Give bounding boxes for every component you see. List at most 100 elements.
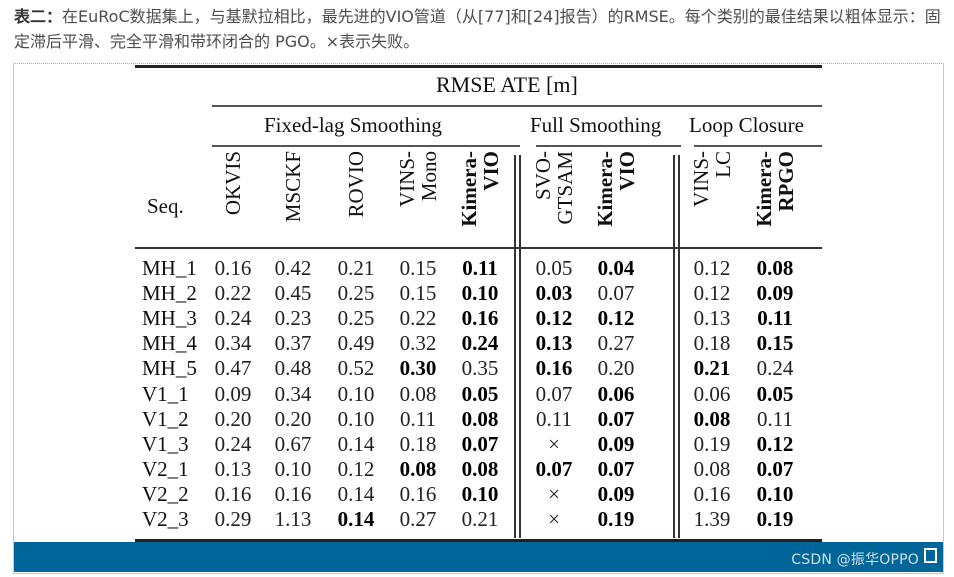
- mid-rule: [135, 247, 822, 249]
- table-cell: 0.19: [597, 507, 635, 531]
- table-caption: 表二：在EuRoC数据集上，与基默拉相比，最先进的VIO管道（从[77]和[24…: [14, 4, 944, 54]
- table-cell: 0.21: [461, 507, 499, 531]
- table-cell: 0.10: [274, 456, 312, 481]
- table-cell: 0.23: [274, 306, 312, 331]
- table-cell: 0.24: [214, 431, 252, 456]
- table-cell: 0.52: [337, 356, 375, 381]
- table-cell: 0.07: [535, 456, 573, 481]
- table-cell: 0.24: [756, 356, 794, 381]
- table-cell: 0.25: [337, 306, 375, 331]
- table-cell: 0.29: [214, 507, 252, 531]
- seq-label: MH_2: [142, 281, 197, 306]
- column-header-line: VINS-: [395, 151, 419, 207]
- table-cell: 0.11: [400, 406, 436, 431]
- table-cell: 0.09: [597, 431, 635, 456]
- table-cell: 0.16: [214, 256, 252, 280]
- table-cell: 0.12: [597, 306, 635, 331]
- separator-2a: [673, 155, 675, 538]
- super-header: RMSE ATE [m]: [436, 72, 578, 97]
- column-header-line: Kimera-: [457, 151, 481, 227]
- column-header: MSCKF: [281, 151, 305, 243]
- table-cell: 0.34: [214, 331, 252, 356]
- table-cell: 0.09: [214, 381, 252, 406]
- table-cell: 0.05: [756, 381, 794, 406]
- table-cell: 0.06: [693, 381, 731, 406]
- table-cell: 0.08: [756, 256, 794, 280]
- table-cell: 0.07: [756, 456, 794, 481]
- table-cell: 0.14: [337, 507, 375, 531]
- table-cell: 0.07: [597, 456, 635, 481]
- column-header-line: Mono: [417, 151, 441, 202]
- table-cell: 0.08: [693, 406, 731, 431]
- table-cell: 0.07: [535, 381, 573, 406]
- column-header: VINS- LC: [689, 151, 735, 243]
- column-header-line: GTSAM: [553, 151, 577, 225]
- table-cell: 0.14: [337, 431, 375, 456]
- table-cell: 0.10: [756, 481, 794, 506]
- table-cell: 0.19: [756, 507, 794, 531]
- table-cell: 0.34: [274, 381, 312, 406]
- seq-label: V2_2: [142, 481, 189, 506]
- table-cell: 1.39: [693, 507, 731, 531]
- column-header: OKVIS: [221, 151, 245, 243]
- column-header: Kimera- VIO: [457, 151, 503, 243]
- table-cell: 0.20: [214, 406, 252, 431]
- table-cell: 0.16: [274, 481, 312, 506]
- table-cell: 0.35: [461, 356, 499, 381]
- table-cell: 0.08: [693, 456, 731, 481]
- table-cell: ×: [548, 431, 560, 456]
- table-cell: 0.07: [461, 431, 499, 456]
- seq-label: V2_3: [142, 507, 189, 531]
- column-header: VINS- Mono: [395, 151, 441, 243]
- table-cell: 0.27: [597, 331, 635, 356]
- table-cell: 0.25: [337, 281, 375, 306]
- table-cell: 0.08: [461, 406, 499, 431]
- column-header-line: Kimera-: [752, 151, 776, 227]
- seq-label: V2_1: [142, 456, 189, 481]
- table-cell: 0.16: [399, 481, 437, 506]
- table-cell: 0.08: [399, 381, 437, 406]
- table-cell: 0.32: [399, 331, 437, 356]
- table-cell: ×: [548, 481, 560, 506]
- separator-1a: [514, 155, 516, 538]
- table-cell: 0.12: [756, 431, 794, 456]
- column-header-line: OKVIS: [221, 151, 245, 216]
- table-cell: 0.47: [214, 356, 252, 381]
- table-cell: 0.07: [597, 406, 635, 431]
- table-cell: 0.07: [597, 281, 635, 306]
- caption-text: 在EuRoC数据集上，与基默拉相比，最先进的VIO管道（从[77]和[24]报告…: [14, 7, 941, 51]
- column-header-line: VIO: [615, 151, 639, 191]
- table-cell: 0.15: [756, 331, 794, 356]
- super-header-rule: [212, 105, 822, 107]
- column-header: Kimera- VIO: [593, 151, 639, 243]
- footer-bar: CSDN @振华OPPO: [14, 542, 943, 572]
- table-cell: 0.16: [461, 306, 499, 331]
- seq-label: MH_5: [142, 356, 197, 381]
- table-cell: 0.11: [757, 306, 793, 331]
- group-loop-closure: Loop Closure: [689, 113, 804, 137]
- fullscreen-icon[interactable]: [924, 548, 937, 563]
- table-cell: 0.09: [597, 481, 635, 506]
- group-rule-loop-closure: [694, 145, 822, 147]
- table-cell: 0.10: [461, 481, 499, 506]
- table-cell: 0.08: [399, 456, 437, 481]
- table-cell: ×: [548, 507, 560, 531]
- table-cell: 0.19: [693, 431, 731, 456]
- column-header-line: Kimera-: [593, 151, 617, 227]
- table-cell: 0.13: [693, 306, 731, 331]
- column-header-line: LC: [711, 151, 735, 178]
- table-cell: 0.10: [461, 281, 499, 306]
- table-cell: 0.48: [274, 356, 312, 381]
- column-header-line: VIO: [479, 151, 503, 191]
- table-cell: 0.16: [214, 481, 252, 506]
- table-cell: 0.11: [462, 256, 498, 280]
- table-cell: 0.30: [399, 356, 437, 381]
- caption-label: 表二：: [14, 7, 63, 26]
- table-cell: 0.15: [399, 281, 437, 306]
- table-cell: 0.13: [214, 456, 252, 481]
- column-header: SVO- GTSAM: [531, 151, 577, 243]
- table-cell: 0.12: [693, 256, 731, 280]
- table-cell: 0.09: [756, 281, 794, 306]
- table-cell: 0.12: [693, 281, 731, 306]
- table-cell: 0.42: [274, 256, 312, 280]
